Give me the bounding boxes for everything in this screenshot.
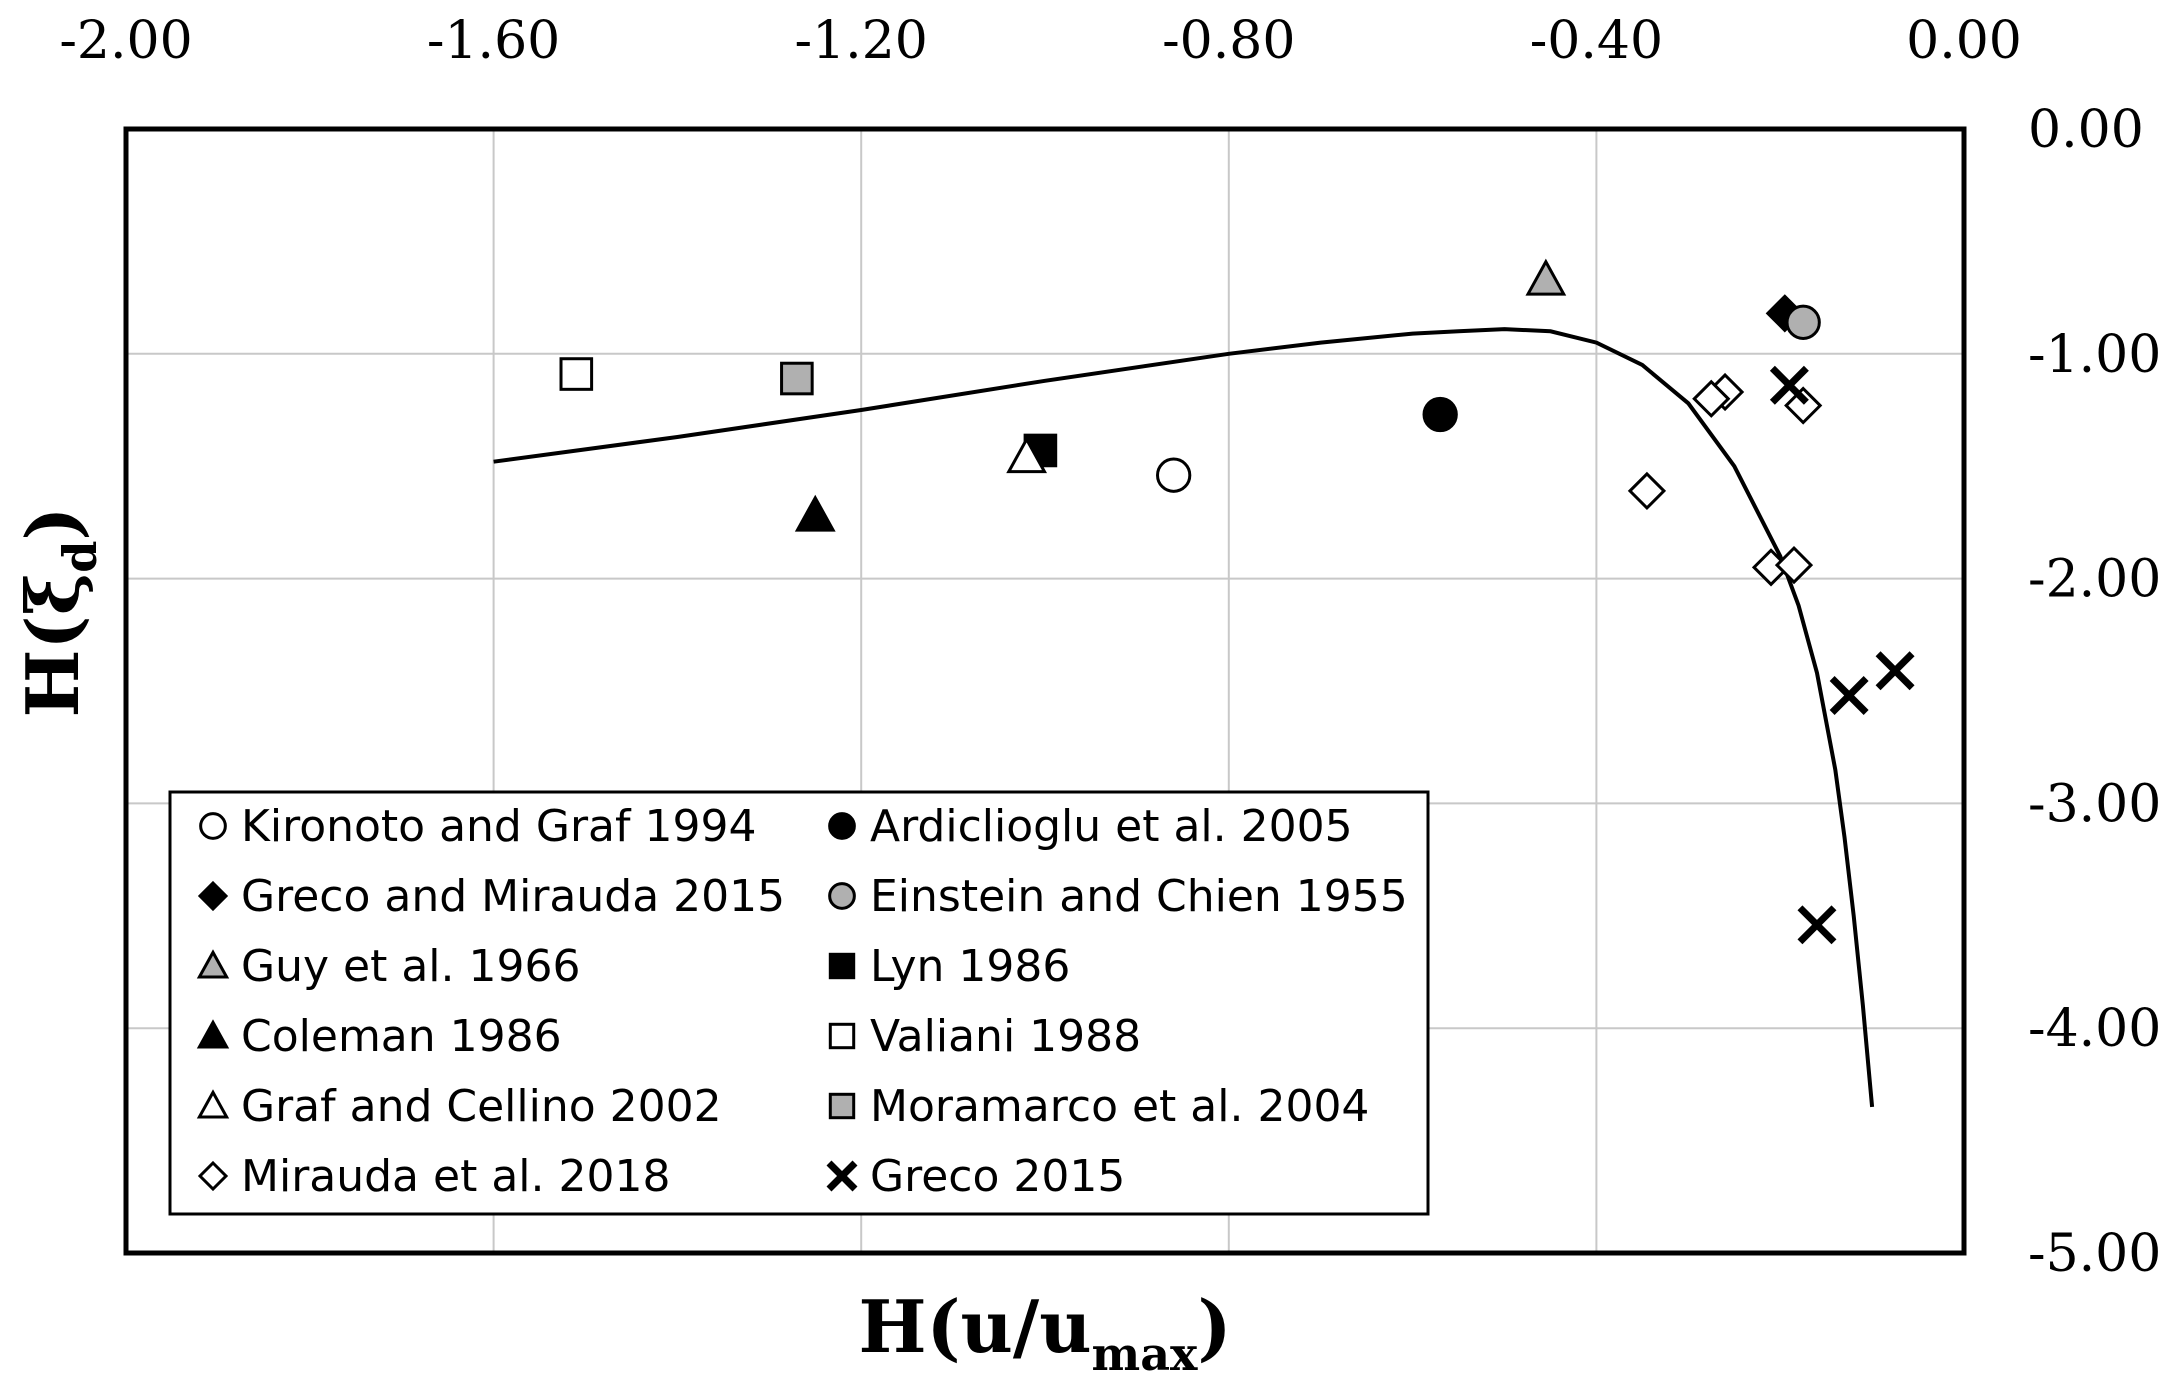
legend-label: Valiani 1988 bbox=[870, 1011, 1141, 1062]
legend-label: Moramarco et al. 2004 bbox=[870, 1081, 1369, 1132]
legend-marker bbox=[199, 812, 227, 840]
data-point bbox=[1784, 386, 1823, 425]
data-point bbox=[1785, 304, 1821, 340]
legend-label: Graf and Cellino 2002 bbox=[241, 1081, 722, 1132]
data-point bbox=[559, 357, 594, 391]
y-tick-label: -2.00 bbox=[2028, 550, 2161, 610]
legend-label: Coleman 1986 bbox=[241, 1011, 562, 1062]
legend-marker bbox=[828, 812, 856, 840]
y-tick-label: -5.00 bbox=[2028, 1224, 2161, 1284]
data-point bbox=[1797, 905, 1837, 945]
data-point bbox=[1627, 471, 1667, 511]
legend-label: Kironoto and Graf 1994 bbox=[241, 801, 756, 852]
y-tick-label: -1.00 bbox=[2028, 325, 2161, 385]
y-axis-ticks: 0.00 -1.00 -2.00 -3.00 -4.00 -5.00 bbox=[2028, 100, 2161, 1284]
data-point bbox=[1525, 258, 1567, 296]
plot-frame bbox=[123, 126, 1967, 1256]
legend-label: Lyn 1986 bbox=[870, 941, 1070, 992]
legend-label: Greco and Mirauda 2015 bbox=[241, 871, 785, 922]
data-point bbox=[1006, 436, 1048, 474]
legend-label: Mirauda et al. 2018 bbox=[241, 1151, 670, 1202]
x-axis-title-sub: max bbox=[1092, 1327, 1198, 1381]
legend-marker bbox=[196, 1019, 230, 1049]
data-point bbox=[1422, 396, 1458, 433]
x-tick-label: 0.00 bbox=[1906, 11, 2022, 71]
data-points bbox=[559, 258, 1915, 945]
data-point bbox=[1829, 676, 1869, 715]
data-point bbox=[1769, 365, 1809, 405]
data-point bbox=[1774, 545, 1814, 585]
legend-marker bbox=[828, 1022, 856, 1050]
x-tick-label: -1.20 bbox=[795, 11, 928, 71]
x-axis-ticks: -2.00 -1.60 -1.20 -0.80 -0.40 0.00 bbox=[59, 11, 2022, 71]
y-axis-title-sub: d bbox=[53, 541, 107, 573]
legend-marker bbox=[828, 1092, 856, 1120]
legend-marker bbox=[828, 882, 856, 910]
legend-label: Einstein and Chien 1955 bbox=[870, 871, 1408, 922]
legend-marker bbox=[197, 1160, 229, 1192]
y-axis-title: H(ξd) bbox=[10, 507, 107, 718]
legend-marker bbox=[826, 1160, 858, 1192]
data-point bbox=[1875, 651, 1915, 691]
data-point bbox=[1156, 457, 1192, 493]
legend-label: Greco 2015 bbox=[870, 1151, 1125, 1202]
legend-marker bbox=[196, 949, 230, 979]
fit-curve bbox=[493, 327, 1875, 1108]
x-tick-label: -2.00 bbox=[59, 11, 192, 71]
y-tick-label: -3.00 bbox=[2028, 774, 2161, 834]
legend-label: Ardiclioglu et al. 2005 bbox=[870, 801, 1353, 852]
y-tick-label: -4.00 bbox=[2028, 999, 2161, 1059]
data-point bbox=[780, 361, 814, 396]
x-tick-label: -1.60 bbox=[427, 11, 560, 71]
x-tick-label: -0.40 bbox=[1530, 11, 1663, 71]
legend: Kironoto and Graf 1994 Ardiclioglu et al.… bbox=[168, 790, 1430, 1216]
data-point bbox=[1692, 379, 1731, 418]
y-tick-label: 0.00 bbox=[2028, 100, 2144, 160]
x-axis-title: H(u/umax) bbox=[858, 1284, 1231, 1381]
legend-marker bbox=[828, 952, 856, 980]
legend-box bbox=[168, 790, 1430, 1216]
legend-marker bbox=[196, 1089, 230, 1119]
x-tick-label: -0.80 bbox=[1162, 11, 1295, 71]
legend-marker bbox=[197, 880, 229, 912]
data-point bbox=[794, 494, 836, 532]
legend-label: Guy et al. 1966 bbox=[241, 941, 580, 992]
